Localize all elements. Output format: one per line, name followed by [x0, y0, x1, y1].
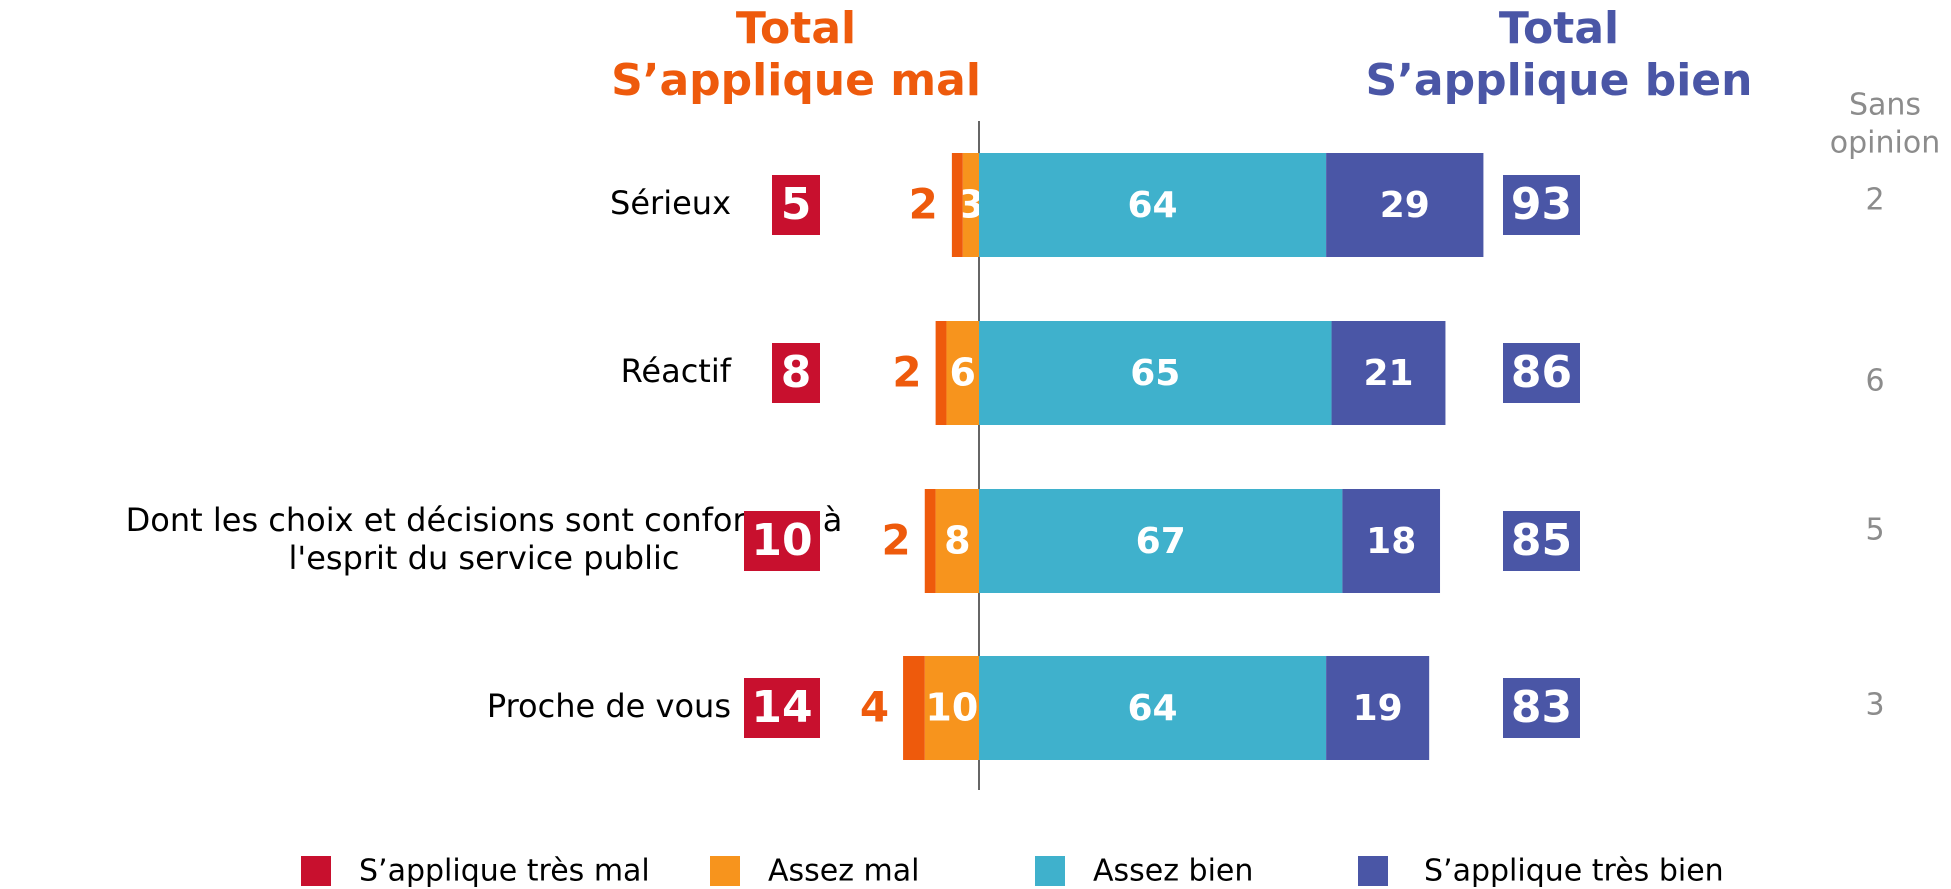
total-good: 85	[1511, 515, 1572, 566]
bar-segment	[951, 153, 963, 257]
bar-segment	[962, 153, 979, 257]
total-good-box	[1503, 175, 1580, 235]
value-label: 19	[1353, 688, 1403, 729]
bar-segment	[935, 321, 947, 425]
total-bad: 14	[751, 682, 812, 733]
bar-segment	[979, 153, 1327, 257]
header-none: Sans	[1849, 88, 1921, 123]
value-label: 64	[1128, 185, 1178, 226]
value-label: 67	[1136, 521, 1186, 562]
legend-label: Assez bien	[1093, 854, 1253, 889]
value-label: 2	[882, 516, 911, 565]
header-bad: Total	[736, 3, 856, 54]
bar-segment	[1342, 489, 1441, 593]
value-label: 64	[1128, 688, 1178, 729]
value-label: 18	[1366, 521, 1416, 562]
value-label: 65	[1130, 353, 1180, 394]
legend-swatch	[301, 856, 331, 886]
header-good: S’applique bien	[1366, 55, 1753, 106]
total-bad: 8	[781, 347, 812, 398]
bar-segment	[903, 656, 925, 760]
total-bad-box	[772, 343, 820, 403]
total-good: 83	[1511, 682, 1572, 733]
total-bad: 5	[781, 179, 812, 230]
value-label: 8	[944, 519, 970, 563]
value-label: 10	[925, 686, 978, 730]
bar-segment	[979, 489, 1343, 593]
bar-segment	[924, 489, 936, 593]
total-good: 93	[1511, 179, 1572, 230]
no-opinion: 6	[1865, 364, 1884, 399]
bar-segment	[924, 656, 979, 760]
bar-segment	[979, 321, 1332, 425]
total-good: 86	[1511, 347, 1572, 398]
bar-segment	[1326, 656, 1430, 760]
bar-segment	[946, 321, 979, 425]
no-opinion: 5	[1865, 513, 1884, 548]
no-opinion: 3	[1865, 688, 1884, 723]
legend-swatch	[710, 856, 740, 886]
category-label: l'esprit du service public	[289, 539, 680, 577]
total-bad-box	[772, 175, 820, 235]
total-good-box	[1503, 343, 1580, 403]
total-bad-box	[744, 511, 820, 571]
header-bad: S’applique mal	[611, 55, 981, 106]
total-bad-box	[744, 678, 820, 738]
value-label: 21	[1363, 353, 1413, 394]
legend-label: S’applique très mal	[359, 854, 650, 889]
header-none: opinion	[1830, 126, 1940, 161]
total-good-box	[1503, 678, 1580, 738]
header-good: Total	[1499, 3, 1619, 54]
category-label: Réactif	[621, 352, 732, 390]
value-label: 2	[909, 180, 938, 229]
bar-segment	[979, 656, 1327, 760]
no-opinion: 2	[1865, 183, 1884, 218]
bar-segment	[1326, 153, 1484, 257]
legend-swatch	[1358, 856, 1388, 886]
category-label: Sérieux	[610, 184, 731, 222]
legend-label: S’applique très bien	[1424, 854, 1724, 889]
value-label: 29	[1380, 185, 1430, 226]
value-label: 2	[892, 348, 921, 397]
total-good-box	[1503, 511, 1580, 571]
bar-segment	[1331, 321, 1446, 425]
legend-label: Assez mal	[768, 854, 919, 889]
category-label: Proche de vous	[487, 687, 731, 725]
category-label: Dont les choix et décisions sont conform…	[126, 501, 843, 539]
legend-swatch	[1035, 856, 1065, 886]
value-label: 4	[860, 683, 889, 732]
value-label: 6	[950, 351, 976, 395]
total-bad: 10	[751, 515, 812, 566]
bar-segment	[935, 489, 979, 593]
